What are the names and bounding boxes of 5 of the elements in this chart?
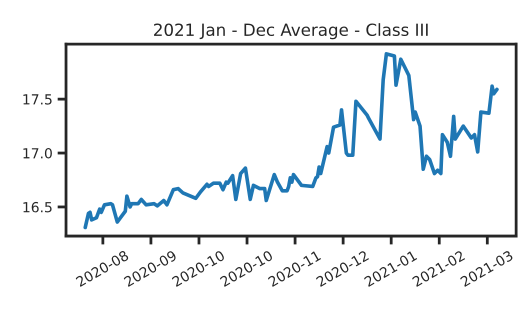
chart-title: 2021 Jan - Dec Average - Class III bbox=[154, 23, 428, 40]
y-tick-label: 16.5 bbox=[23, 202, 52, 212]
y-tick-label: 17.0 bbox=[23, 148, 52, 159]
y-tick-label: 17.5 bbox=[23, 94, 52, 105]
line-series bbox=[83, 52, 499, 230]
